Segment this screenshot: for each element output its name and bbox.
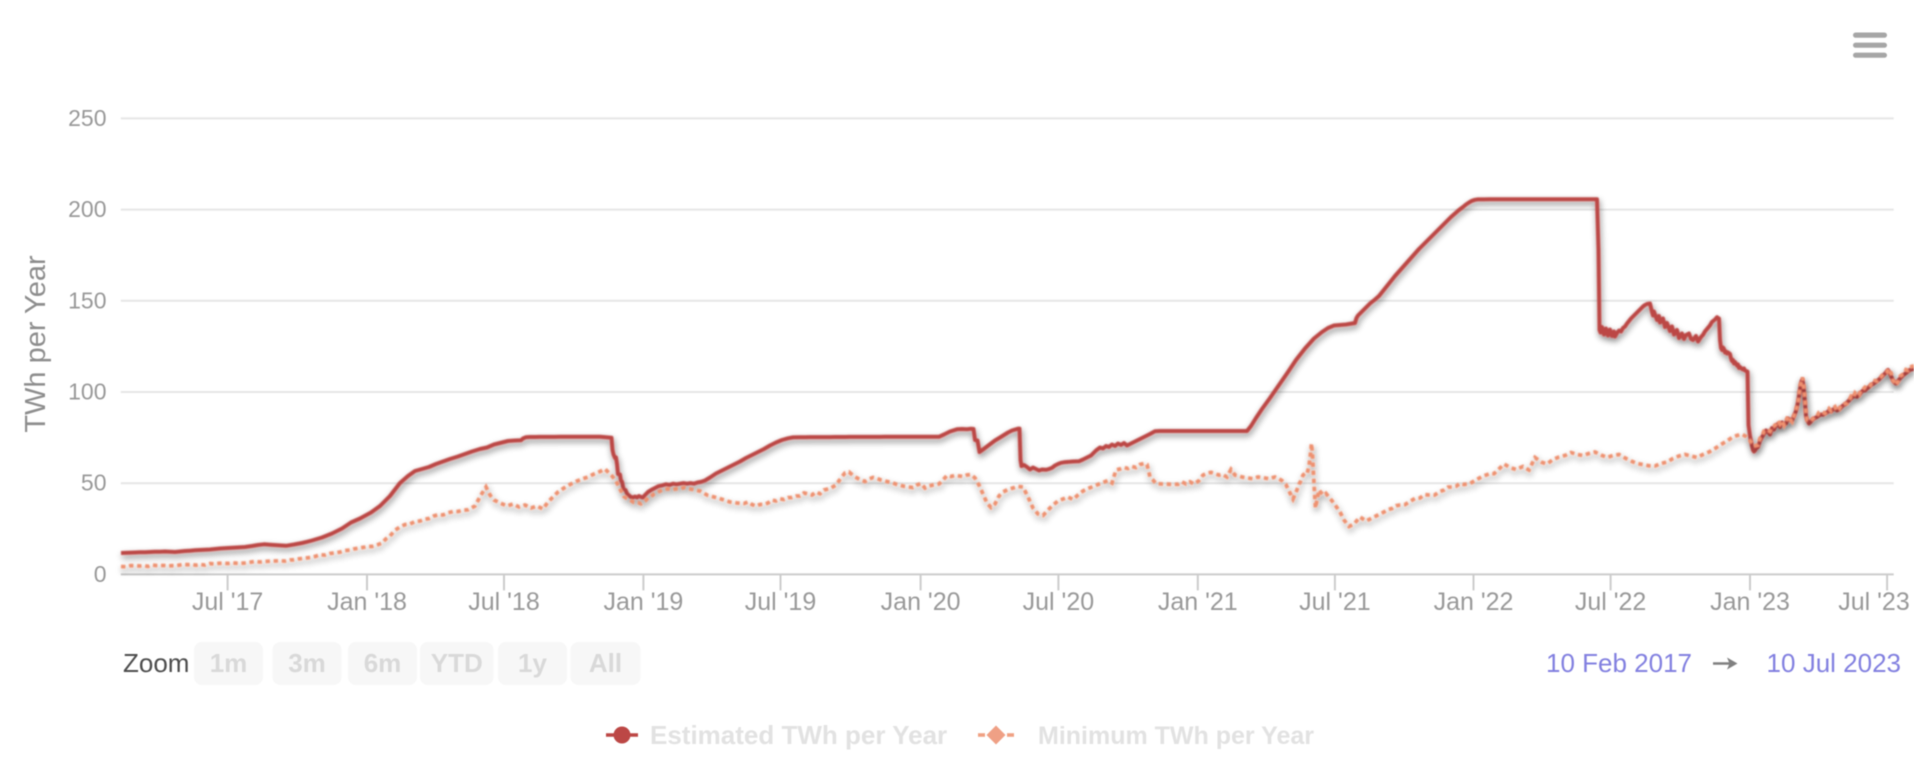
svg-text:10 Jul 2023: 10 Jul 2023: [1767, 648, 1901, 678]
svg-text:200: 200: [68, 196, 106, 222]
svg-text:1m: 1m: [210, 648, 248, 678]
svg-text:50: 50: [81, 470, 107, 496]
svg-text:Jul '17: Jul '17: [192, 588, 263, 616]
svg-text:Jan '19: Jan '19: [603, 588, 683, 616]
svg-text:Jul '18: Jul '18: [468, 588, 539, 616]
svg-text:Jul '23: Jul '23: [1838, 588, 1909, 616]
svg-text:0: 0: [94, 561, 107, 587]
svg-text:Jul '22: Jul '22: [1575, 588, 1646, 616]
svg-text:Zoom: Zoom: [123, 648, 189, 678]
svg-text:Minimum TWh per Year: Minimum TWh per Year: [1038, 722, 1314, 750]
svg-text:Jan '22: Jan '22: [1434, 588, 1514, 616]
svg-text:Jul '21: Jul '21: [1299, 588, 1370, 616]
svg-text:Estimated TWh per Year: Estimated TWh per Year: [650, 720, 947, 750]
svg-text:3m: 3m: [288, 648, 326, 678]
svg-text:Jan '21: Jan '21: [1158, 588, 1238, 616]
svg-text:10 Feb 2017: 10 Feb 2017: [1546, 648, 1692, 678]
svg-text:1y: 1y: [518, 648, 547, 678]
svg-text:100: 100: [68, 379, 106, 405]
svg-text:Jan '20: Jan '20: [881, 588, 961, 616]
svg-text:Jan '18: Jan '18: [327, 588, 407, 616]
svg-text:250: 250: [68, 105, 106, 131]
svg-text:6m: 6m: [364, 648, 402, 678]
svg-text:Jul '19: Jul '19: [745, 588, 816, 616]
svg-text:TWh per Year: TWh per Year: [20, 255, 52, 433]
svg-text:Jul '20: Jul '20: [1023, 588, 1094, 616]
svg-text:Jan '23: Jan '23: [1710, 588, 1790, 616]
svg-text:YTD: YTD: [431, 648, 483, 678]
svg-text:All: All: [589, 648, 622, 678]
svg-text:150: 150: [68, 287, 106, 313]
